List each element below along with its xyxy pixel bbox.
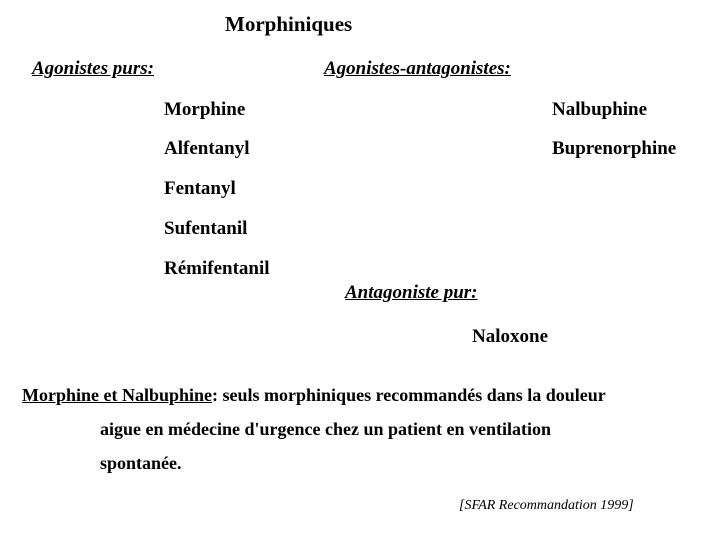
note-line3: spontanée.: [22, 446, 182, 480]
item-morphine: Morphine: [164, 99, 245, 121]
recommendation-note: Morphine et Nalbuphine: seuls morphiniqu…: [22, 378, 702, 481]
item-fentanyl: Fentanyl: [164, 178, 236, 200]
heading-antagoniste-pur: Antagoniste pur:: [345, 282, 478, 304]
item-naloxone: Naloxone: [472, 326, 548, 348]
heading-agonistes-antagonistes: Agonistes-antagonistes:: [324, 58, 511, 80]
heading-agonistes-purs: Agonistes purs:: [32, 58, 154, 80]
item-buprenorphine: Buprenorphine: [552, 138, 676, 160]
item-alfentanyl: Alfentanyl: [164, 138, 250, 160]
item-remifentanil: Rémifentanil: [164, 258, 270, 280]
note-highlight: Morphine et Nalbuphine: [22, 385, 212, 405]
note-line1-rest: : seuls morphiniques recommandés dans la…: [212, 385, 606, 405]
citation: [SFAR Recommandation 1999]: [459, 498, 634, 514]
page-title: Morphiniques: [225, 12, 352, 37]
item-nalbuphine: Nalbuphine: [552, 99, 647, 121]
item-sufentanil: Sufentanil: [164, 218, 247, 240]
note-line2: aigue en médecine d'urgence chez un pati…: [22, 412, 551, 446]
